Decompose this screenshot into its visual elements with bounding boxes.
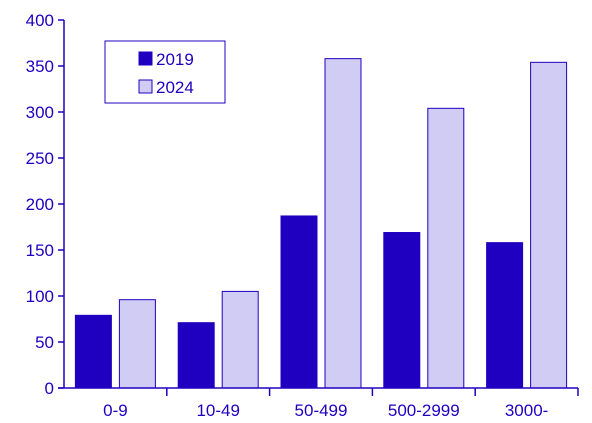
bar-2024-500-2999	[427, 107, 465, 389]
legend-label: 2019	[156, 50, 194, 69]
x-tick-label: 0-9	[103, 401, 128, 420]
axes	[58, 20, 578, 389]
y-tick-label: 50	[35, 333, 54, 352]
legend-swatch-2019	[138, 51, 153, 66]
y-axis-ticks: 0 50 100 150 200 250 300 350 400	[26, 11, 64, 398]
y-tick-label: 300	[26, 103, 54, 122]
legend: 2019 2024	[104, 40, 226, 104]
x-axis-ticks: 0-9 10-49 50-499 500-2999 3000-	[103, 388, 579, 420]
y-tick-label: 0	[45, 379, 54, 398]
bar-2019-3000-	[486, 242, 524, 389]
bar-2024-0-9	[118, 299, 156, 389]
y-tick-label: 250	[26, 149, 54, 168]
bar-2024-50-499	[324, 58, 362, 389]
bar-2019-50-499	[280, 215, 318, 389]
legend-swatch-2024	[138, 79, 153, 94]
bar-2019-0-9	[74, 314, 112, 389]
bar-2024-3000-	[530, 61, 568, 389]
bar-2019-500-2999	[383, 232, 421, 389]
y-tick-label: 400	[26, 11, 54, 30]
x-tick-label: 10-49	[196, 401, 239, 420]
x-tick-label: 50-499	[295, 401, 348, 420]
bars	[74, 58, 568, 389]
y-tick-label: 350	[26, 57, 54, 76]
y-tick-label: 150	[26, 241, 54, 260]
y-tick-label: 200	[26, 195, 54, 214]
bar-2024-10-49	[221, 290, 259, 389]
legend-label: 2024	[156, 78, 194, 97]
x-tick-label: 3000-	[505, 401, 548, 420]
y-tick-label: 100	[26, 287, 54, 306]
x-tick-label: 500-2999	[388, 401, 460, 420]
legend-box	[104, 40, 226, 104]
bar-2019-10-49	[177, 322, 215, 389]
